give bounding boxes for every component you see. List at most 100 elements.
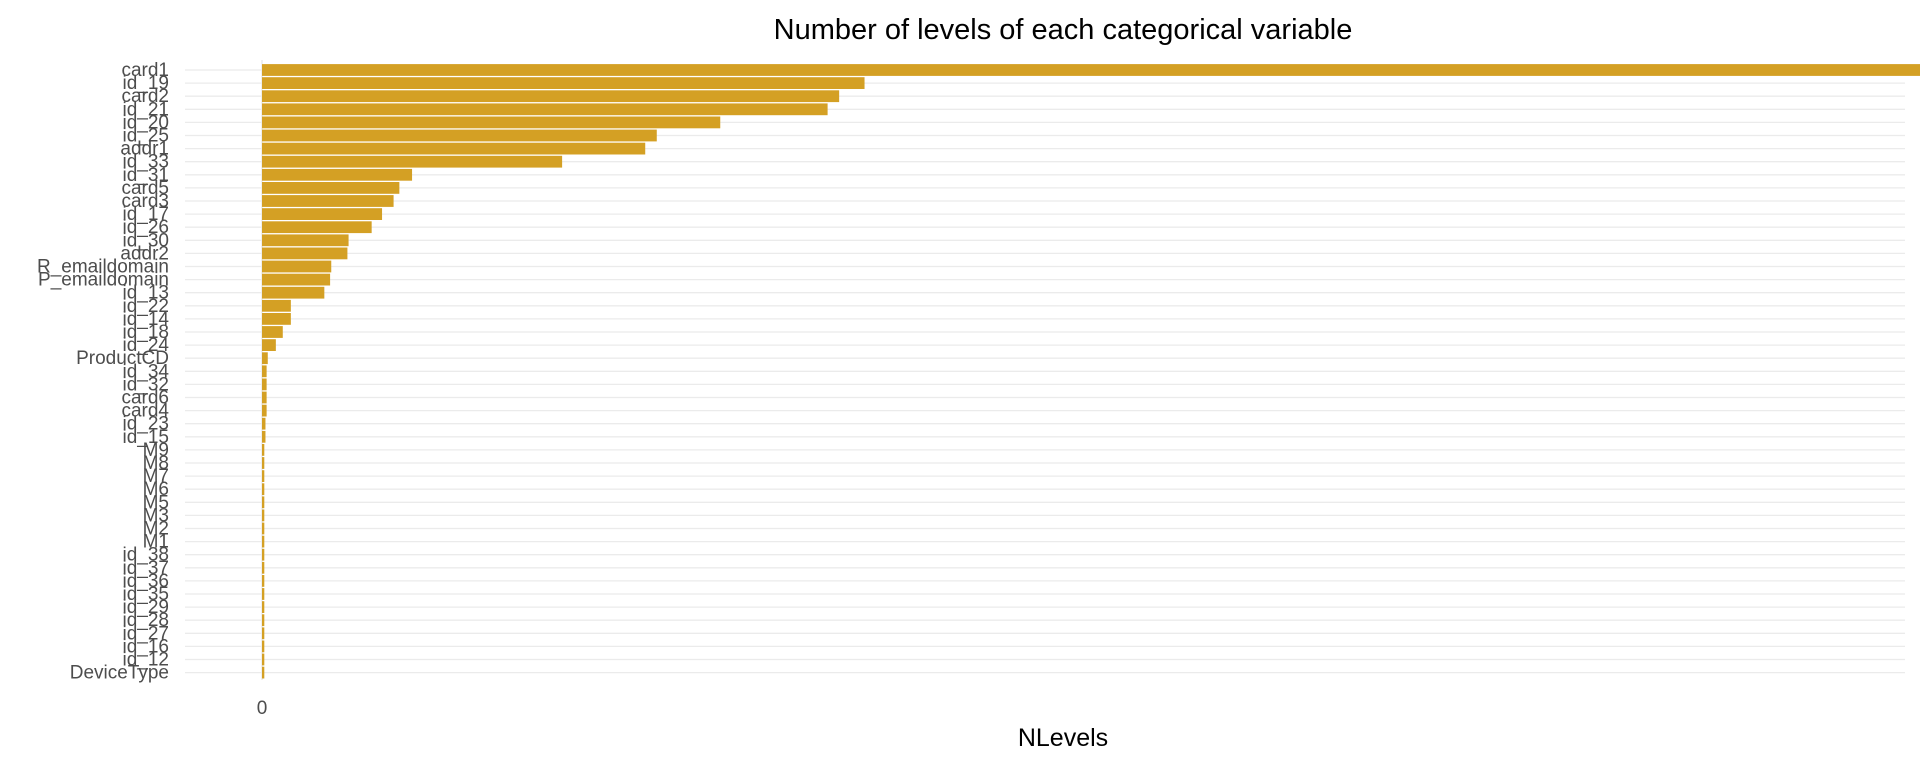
bar-id-20 <box>262 116 721 129</box>
bar-id-18 <box>262 326 283 338</box>
bar-addr2 <box>262 247 348 260</box>
bar-id-31 <box>262 168 413 181</box>
bar-id-16 <box>262 640 265 653</box>
bar-devicetype <box>262 666 265 679</box>
bar-card6 <box>262 391 267 404</box>
y-tick-label: id_23 <box>123 414 170 435</box>
bar-card5 <box>262 182 400 194</box>
bar-id-21 <box>262 103 828 116</box>
bar-card1 <box>262 64 1920 76</box>
y-tick-label: card3 <box>121 191 169 212</box>
y-tick-label: id_38 <box>123 545 170 566</box>
y-tick-label: id_27 <box>123 623 170 644</box>
x-axis-title: NLevels <box>1018 724 1108 752</box>
y-tick-label: id_19 <box>123 73 170 94</box>
x-tick-label: 0 <box>257 698 268 719</box>
y-tick-label: P_emaildomain <box>38 270 169 291</box>
y-tick-label: card2 <box>121 86 169 107</box>
y-tick-label: id_34 <box>123 361 170 382</box>
bar-id-23 <box>262 417 266 430</box>
y-tick-label: card4 <box>121 401 169 422</box>
y-tick-label: card1 <box>121 60 169 81</box>
y-tick-label: id_14 <box>123 309 170 330</box>
y-tick-label: id_30 <box>123 230 170 251</box>
bar-id-29 <box>262 601 265 613</box>
bar-id-15 <box>262 430 266 443</box>
bar-id-25 <box>262 129 657 142</box>
bar-id-24 <box>262 339 276 351</box>
bar-m8 <box>262 457 265 469</box>
bar-id-28 <box>262 614 265 627</box>
y-tick-label: id_12 <box>123 650 170 671</box>
bar-id-37 <box>262 561 265 574</box>
y-tick-label: M6 <box>143 479 169 500</box>
bar-id-30 <box>262 234 349 247</box>
y-tick-label: M1 <box>143 532 169 553</box>
bar-id-34 <box>262 365 267 378</box>
y-tick-label: id_17 <box>123 204 170 225</box>
y-tick-label: DeviceType <box>70 663 169 684</box>
y-tick-label: id_29 <box>123 597 170 618</box>
y-tick-label: id_37 <box>123 558 170 579</box>
bar-id-27 <box>262 627 265 640</box>
y-tick-label: id_31 <box>123 165 170 186</box>
bar-id-38 <box>262 548 265 561</box>
bar-card2 <box>262 90 840 103</box>
bar-m7 <box>262 470 265 482</box>
y-tick-label: id_20 <box>123 112 170 133</box>
y-tick-label: ProductCD <box>76 348 169 369</box>
bar-card3 <box>262 195 394 207</box>
y-tick-label: id_36 <box>123 571 170 592</box>
y-tick-label: M3 <box>143 505 169 526</box>
y-tick-label: M9 <box>143 440 169 461</box>
bar-m5 <box>262 496 265 509</box>
y-tick-label: id_35 <box>123 584 170 605</box>
bar-p-emaildomain <box>262 273 331 286</box>
bar-id-36 <box>262 575 265 587</box>
y-tick-label: M5 <box>143 492 169 513</box>
y-tick-label: id_25 <box>123 126 170 147</box>
y-tick-label: id_22 <box>123 296 170 317</box>
bar-card4 <box>262 404 267 417</box>
bar-id-22 <box>262 299 291 312</box>
bar-m6 <box>262 483 265 496</box>
y-tick-label: id_32 <box>123 374 170 395</box>
y-tick-label: id_26 <box>123 217 170 238</box>
y-tick-label: addr1 <box>120 139 169 160</box>
bar-id-12 <box>262 653 265 666</box>
bar-productcd <box>262 352 268 365</box>
y-tick-label: M8 <box>143 453 169 474</box>
chart-title: Number of levels of each categorical var… <box>774 14 1353 46</box>
y-tick-label: id_18 <box>123 322 170 343</box>
bar-id-19 <box>262 77 865 89</box>
y-tick-label: card5 <box>121 178 169 199</box>
y-tick-label: addr2 <box>120 243 169 264</box>
bar-m1 <box>262 535 265 548</box>
y-tick-label: id_13 <box>123 283 170 304</box>
x-tick-labels: 0500010000 <box>257 698 268 719</box>
y-tick-label: M2 <box>143 519 169 540</box>
y-tick-label: id_21 <box>123 99 170 120</box>
y-tick-label: card6 <box>121 388 169 409</box>
y-tick-label: id_28 <box>123 610 170 631</box>
bar-m9 <box>262 444 265 456</box>
y-tick-label: id_33 <box>123 152 170 173</box>
bar-addr1 <box>262 142 646 155</box>
bar-id-17 <box>262 208 383 220</box>
bar-r-emaildomain <box>262 260 332 273</box>
bar-m3 <box>262 509 265 522</box>
bar-layer <box>262 64 1920 679</box>
y-tick-labels: card1id_19card2id_21id_20id_25addr1id_33… <box>37 60 169 684</box>
bar-m2 <box>262 522 265 535</box>
bar-id-14 <box>262 313 291 325</box>
y-tick-label: R_emaildomain <box>37 257 169 278</box>
bar-id-13 <box>262 286 325 299</box>
bar-id-35 <box>262 588 265 600</box>
y-tick-label: id_16 <box>123 636 170 657</box>
bar-id-33 <box>262 155 563 168</box>
bar-id-32 <box>262 378 267 391</box>
y-tick-label: M7 <box>143 466 169 487</box>
y-tick-label: id_15 <box>123 427 170 448</box>
